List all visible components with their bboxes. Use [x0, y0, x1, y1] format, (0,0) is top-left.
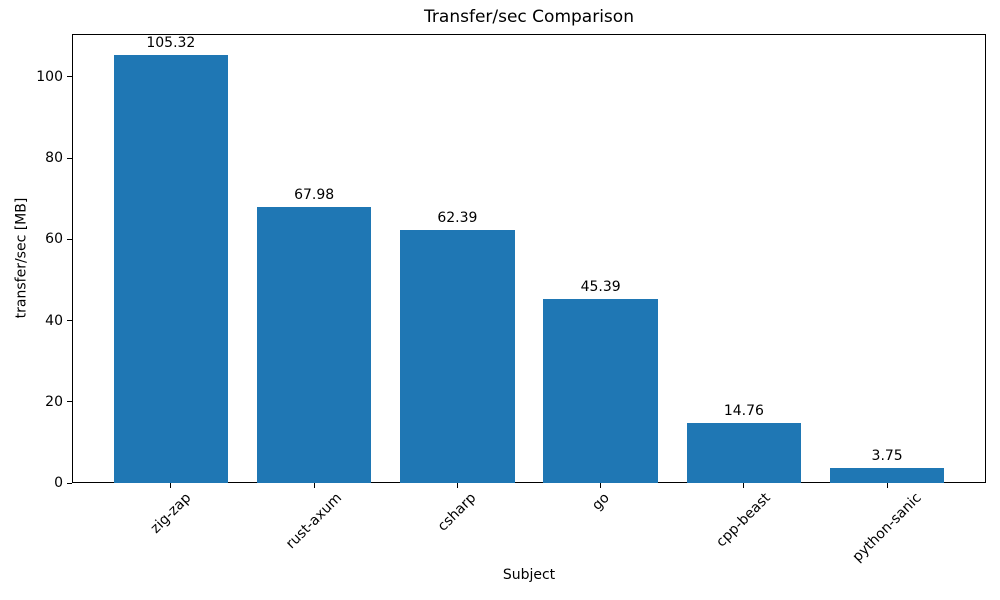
y-tick-mark [67, 238, 72, 240]
y-tick-mark [67, 76, 72, 78]
y-tick-label: 40 [45, 312, 63, 329]
x-tick-mark [170, 483, 172, 488]
y-tick-mark [67, 401, 72, 403]
bar-value-label: 14.76 [723, 403, 764, 420]
y-tick-label: 80 [45, 150, 63, 167]
bar-csharp [400, 229, 515, 483]
bar-zig-zap [113, 55, 229, 483]
x-tick-label-zig-zap: zig-zap [147, 490, 194, 537]
x-tick-label-rust-axum: rust-axum [282, 490, 345, 553]
y-tick-label: 20 [45, 393, 63, 410]
x-tick-mark [743, 483, 745, 488]
y-tick-label: 60 [45, 231, 63, 248]
x-tick-mark [456, 483, 458, 488]
bar-value-label: 45.39 [580, 278, 621, 295]
x-tick-mark [600, 483, 602, 488]
y-tick-mark [67, 482, 72, 484]
y-tick-label: 0 [54, 475, 63, 491]
bar-cpp-beast [686, 423, 802, 483]
y-tick-mark [67, 320, 72, 322]
chart-title: Transfer/sec Comparison [424, 7, 634, 27]
bar-value-label: 62.39 [437, 209, 478, 226]
x-tick-label-python-sanic: python-sanic [849, 490, 925, 566]
x-tick-label-csharp: csharp [434, 490, 480, 535]
y-axis-label: transfer/sec [MB] [13, 197, 30, 319]
bar-value-label: 3.75 [871, 447, 903, 464]
y-tick-mark [67, 157, 72, 159]
bar-rust-axum [256, 206, 372, 483]
x-axis-label: Subject [502, 567, 556, 583]
bar-value-label: 105.32 [146, 35, 196, 52]
x-tick-label-go: go [588, 490, 613, 514]
x-tick-mark [886, 483, 888, 488]
bar-go [543, 298, 658, 483]
x-tick-label-cpp-beast: cpp-beast [713, 490, 775, 551]
x-tick-mark [313, 483, 315, 488]
y-tick-label: 100 [36, 68, 63, 85]
bar-python-sanic [829, 467, 945, 483]
bar-value-label: 67.98 [294, 186, 335, 203]
